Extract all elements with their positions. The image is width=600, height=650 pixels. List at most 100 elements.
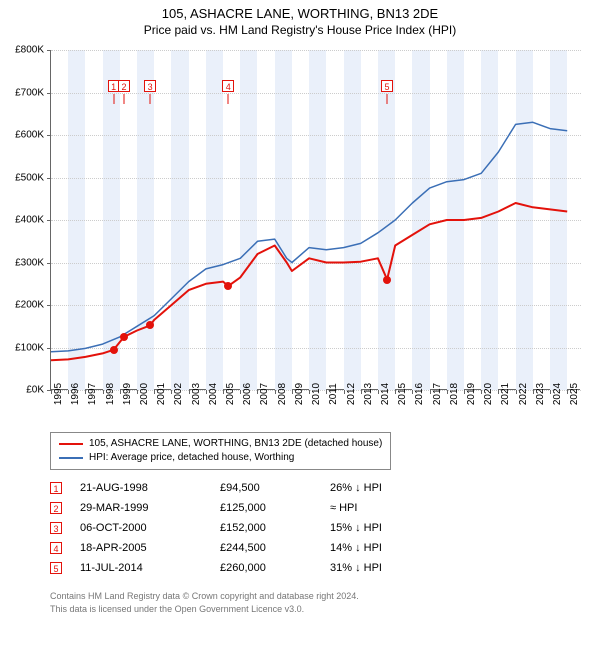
x-tick-label: 1995	[53, 383, 64, 405]
x-tick-label: 2002	[173, 383, 184, 405]
sale-marker	[110, 346, 118, 354]
footer-attribution: Contains HM Land Registry data © Crown c…	[50, 590, 359, 616]
x-tick-label: 2017	[432, 383, 443, 405]
x-tick-label: 2003	[191, 383, 202, 405]
x-tick-label: 2021	[500, 383, 511, 405]
sales-row-marker: 2	[50, 502, 62, 514]
y-tick-label: £800K	[0, 45, 44, 56]
x-tick-label: 2024	[552, 383, 563, 405]
x-tick-label: 1996	[70, 383, 81, 405]
sale-callout-tick	[150, 94, 151, 104]
sales-row-delta: ≈ HPI	[330, 502, 440, 514]
x-tick-label: 1997	[87, 383, 98, 405]
sales-row-delta: 26% ↓ HPI	[330, 482, 440, 494]
x-tick	[206, 390, 207, 394]
legend-label: HPI: Average price, detached house, Wort…	[89, 451, 294, 465]
sales-row-delta: 31% ↓ HPI	[330, 562, 440, 574]
y-tick-label: £400K	[0, 215, 44, 226]
sale-marker	[146, 321, 154, 329]
chart-subtitle: Price paid vs. HM Land Registry's House …	[0, 21, 600, 41]
legend: 105, ASHACRE LANE, WORTHING, BN13 2DE (d…	[50, 432, 391, 470]
y-tick	[47, 263, 51, 264]
sales-row-date: 11-JUL-2014	[80, 562, 220, 574]
sales-row: 5 11-JUL-2014£260,00031% ↓ HPI	[50, 558, 440, 578]
y-tick	[47, 348, 51, 349]
sale-callout-tick	[113, 94, 114, 104]
sale-callout: 4	[222, 80, 234, 92]
x-tick-label: 2008	[277, 383, 288, 405]
x-tick-label: 2025	[569, 383, 580, 405]
sales-row-price: £260,000	[220, 562, 330, 574]
footer-line-1: Contains HM Land Registry data © Crown c…	[50, 590, 359, 603]
x-tick	[361, 390, 362, 394]
x-tick	[344, 390, 345, 394]
sale-marker	[224, 282, 232, 290]
chart-title: 105, ASHACRE LANE, WORTHING, BN13 2DE	[0, 0, 600, 21]
sale-callout: 3	[144, 80, 156, 92]
sales-row-marker: 5	[50, 562, 62, 574]
series-line	[51, 203, 567, 360]
x-tick-label: 1999	[122, 383, 133, 405]
x-tick-label: 2005	[225, 383, 236, 405]
sale-marker	[383, 276, 391, 284]
x-tick-label: 2014	[380, 383, 391, 405]
sales-row-delta: 14% ↓ HPI	[330, 542, 440, 554]
x-tick-label: 2009	[294, 383, 305, 405]
legend-swatch	[59, 443, 83, 445]
y-tick-label: £600K	[0, 130, 44, 141]
x-tick-label: 2019	[466, 383, 477, 405]
x-tick	[516, 390, 517, 394]
x-tick	[378, 390, 379, 394]
sales-row-marker: 1	[50, 482, 62, 494]
legend-label: 105, ASHACRE LANE, WORTHING, BN13 2DE (d…	[89, 437, 382, 451]
sales-row-price: £94,500	[220, 482, 330, 494]
x-tick	[189, 390, 190, 394]
legend-swatch	[59, 457, 83, 459]
y-tick	[47, 178, 51, 179]
sales-row-price: £125,000	[220, 502, 330, 514]
chart-container: 105, ASHACRE LANE, WORTHING, BN13 2DE Pr…	[0, 0, 600, 650]
x-tick-label: 2004	[208, 383, 219, 405]
y-tick-label: £500K	[0, 172, 44, 183]
sale-callout: 5	[381, 80, 393, 92]
chart-area: 12345 £0K£100K£200K£300K£400K£500K£600K£…	[50, 50, 580, 390]
x-tick	[430, 390, 431, 394]
x-tick	[51, 390, 52, 394]
x-tick-label: 2006	[242, 383, 253, 405]
x-tick-label: 1998	[105, 383, 116, 405]
sales-row-marker: 4	[50, 542, 62, 554]
sales-row-date: 18-APR-2005	[80, 542, 220, 554]
x-tick	[309, 390, 310, 394]
x-tick-label: 2022	[518, 383, 529, 405]
x-tick-label: 2010	[311, 383, 322, 405]
sales-row: 418-APR-2005£244,50014% ↓ HPI	[50, 538, 440, 558]
x-tick-label: 2018	[449, 383, 460, 405]
sales-row-price: £152,000	[220, 522, 330, 534]
x-tick	[275, 390, 276, 394]
y-tick	[47, 305, 51, 306]
x-tick	[464, 390, 465, 394]
footer-line-2: This data is licensed under the Open Gov…	[50, 603, 359, 616]
x-tick-label: 2013	[363, 383, 374, 405]
x-tick	[137, 390, 138, 394]
y-tick	[47, 93, 51, 94]
x-tick-label: 2001	[156, 383, 167, 405]
y-tick-label: £200K	[0, 300, 44, 311]
series-line	[51, 122, 567, 351]
line-layer	[51, 50, 581, 390]
sale-callout-tick	[228, 94, 229, 104]
x-tick	[292, 390, 293, 394]
plot-region: 12345	[50, 50, 580, 390]
sale-marker	[120, 333, 128, 341]
sales-row: 1 21-AUG-1998£94,50026% ↓ HPI	[50, 478, 440, 498]
sales-row-date: 21-AUG-1998	[80, 482, 220, 494]
sales-table: 121-AUG-1998£94,50026% ↓ HPI229-MAR-1999…	[50, 478, 440, 578]
x-tick	[395, 390, 396, 394]
x-tick	[533, 390, 534, 394]
x-tick	[120, 390, 121, 394]
sale-callout-tick	[387, 94, 388, 104]
sales-row-delta: 15% ↓ HPI	[330, 522, 440, 534]
legend-item: HPI: Average price, detached house, Wort…	[59, 451, 382, 465]
x-tick	[447, 390, 448, 394]
y-tick-label: £100K	[0, 342, 44, 353]
